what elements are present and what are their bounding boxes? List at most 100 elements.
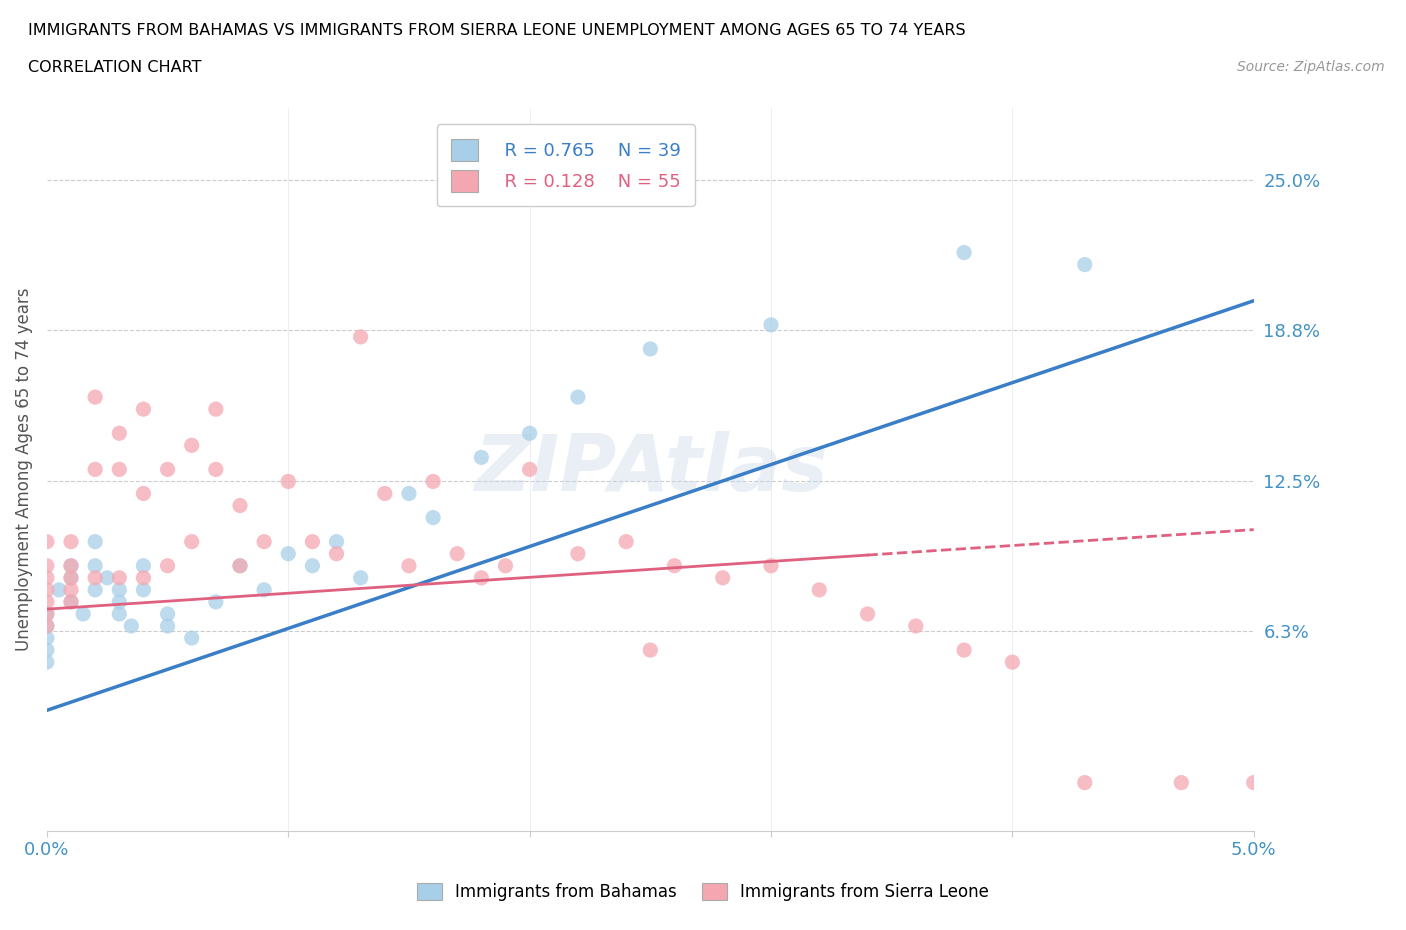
Point: [156, 558, 179, 573]
Point: [205, 402, 228, 417]
Point: [132, 558, 155, 573]
Point: [953, 643, 976, 658]
Point: [277, 474, 299, 489]
Point: [84, 582, 107, 597]
Point: [132, 486, 155, 501]
Point: [84, 558, 107, 573]
Point: [470, 570, 492, 585]
Point: [567, 546, 589, 561]
Point: [35, 643, 58, 658]
Point: [229, 558, 252, 573]
Point: [422, 511, 444, 525]
Point: [35, 570, 58, 585]
Point: [132, 570, 155, 585]
Point: [84, 390, 107, 405]
Point: [72, 606, 94, 621]
Point: [60, 558, 83, 573]
Point: [35, 618, 58, 633]
Point: [446, 546, 468, 561]
Point: [108, 594, 131, 609]
Point: [301, 558, 323, 573]
Point: [229, 498, 252, 513]
Point: [48, 582, 70, 597]
Point: [301, 534, 323, 549]
Point: [96, 570, 118, 585]
Point: [35, 534, 58, 549]
Point: [205, 594, 228, 609]
Point: [156, 462, 179, 477]
Point: [374, 486, 396, 501]
Point: [60, 570, 83, 585]
Point: [1170, 776, 1192, 790]
Point: [759, 317, 782, 332]
Text: CORRELATION CHART: CORRELATION CHART: [28, 60, 201, 75]
Point: [567, 390, 589, 405]
Point: [180, 438, 202, 453]
Point: [519, 426, 541, 441]
Text: IMMIGRANTS FROM BAHAMAS VS IMMIGRANTS FROM SIERRA LEONE UNEMPLOYMENT AMONG AGES : IMMIGRANTS FROM BAHAMAS VS IMMIGRANTS FR…: [28, 23, 966, 38]
Point: [180, 534, 202, 549]
Point: [640, 643, 662, 658]
Point: [325, 546, 347, 561]
Point: [325, 534, 347, 549]
Point: [156, 618, 179, 633]
Point: [84, 534, 107, 549]
Point: [180, 631, 202, 645]
Point: [108, 426, 131, 441]
Point: [1074, 776, 1097, 790]
Point: [108, 582, 131, 597]
Point: [108, 462, 131, 477]
Point: [84, 462, 107, 477]
Text: ZIPAtlas: ZIPAtlas: [474, 432, 827, 508]
Point: [470, 450, 492, 465]
Point: [253, 534, 276, 549]
Point: [664, 558, 686, 573]
Point: [495, 558, 517, 573]
Point: [35, 558, 58, 573]
Point: [398, 486, 420, 501]
Point: [904, 618, 927, 633]
Point: [60, 594, 83, 609]
Point: [35, 631, 58, 645]
Point: [350, 329, 373, 344]
Point: [253, 582, 276, 597]
Point: [398, 558, 420, 573]
Point: [120, 618, 142, 633]
Point: [35, 594, 58, 609]
Point: [711, 570, 734, 585]
Point: [277, 546, 299, 561]
Point: [1243, 776, 1265, 790]
Point: [229, 558, 252, 573]
Point: [108, 606, 131, 621]
Point: [519, 462, 541, 477]
Point: [84, 570, 107, 585]
Point: [640, 341, 662, 356]
Point: [132, 582, 155, 597]
Legend:   R = 0.765    N = 39,   R = 0.128    N = 55: R = 0.765 N = 39, R = 0.128 N = 55: [437, 125, 695, 206]
Point: [953, 246, 976, 260]
Point: [1001, 655, 1024, 670]
Point: [614, 534, 637, 549]
Point: [35, 655, 58, 670]
Point: [60, 534, 83, 549]
Point: [60, 594, 83, 609]
Point: [108, 570, 131, 585]
Point: [35, 606, 58, 621]
Legend: Immigrants from Bahamas, Immigrants from Sierra Leone: Immigrants from Bahamas, Immigrants from…: [411, 876, 995, 908]
Text: Source: ZipAtlas.com: Source: ZipAtlas.com: [1237, 60, 1385, 74]
Point: [808, 582, 831, 597]
Point: [1074, 258, 1097, 272]
Point: [205, 462, 228, 477]
Point: [350, 570, 373, 585]
Point: [60, 558, 83, 573]
Point: [156, 606, 179, 621]
Y-axis label: Unemployment Among Ages 65 to 74 years: Unemployment Among Ages 65 to 74 years: [15, 287, 32, 651]
Point: [856, 606, 879, 621]
Point: [60, 582, 83, 597]
Point: [35, 582, 58, 597]
Point: [60, 570, 83, 585]
Point: [35, 606, 58, 621]
Point: [422, 474, 444, 489]
Point: [35, 618, 58, 633]
Point: [759, 558, 782, 573]
